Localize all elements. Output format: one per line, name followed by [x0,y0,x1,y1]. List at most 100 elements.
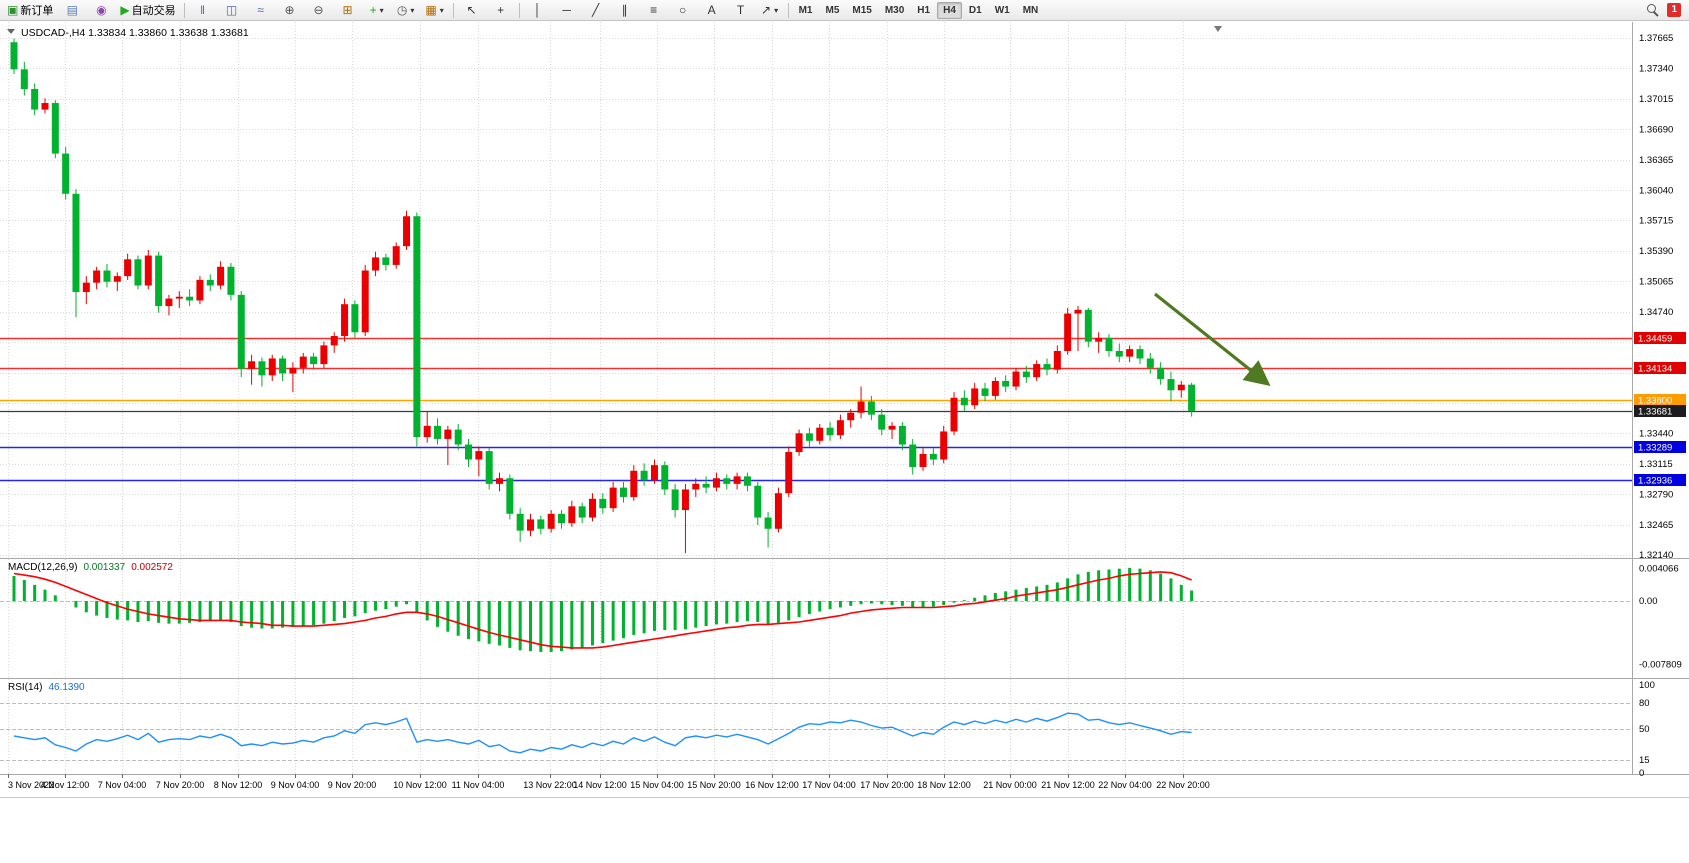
candle-body [816,427,824,441]
time-tick-label: 10 Nov 12:00 [393,780,447,790]
candle-body [454,429,462,445]
auto-trading-button[interactable]: ▶ 自动交易 [116,0,179,20]
templates-button[interactable]: ▦ ▾ [421,0,449,20]
time-tick-label: 18 Nov 12:00 [917,780,971,790]
svg-text:1.32936: 1.32936 [1638,476,1672,487]
timeframe-h4[interactable]: H4 [937,1,962,19]
candle-body [857,401,865,413]
candle-body [712,478,720,488]
timeframe-m5[interactable]: M5 [825,4,840,16]
candle-body [465,444,473,460]
timeframe-m15[interactable]: M15 [852,4,872,16]
timeframe-d1[interactable]: D1 [968,4,982,16]
candlestick-chart-button[interactable]: ◫ [218,0,246,20]
candle-body [1064,313,1072,351]
candle-body [733,476,741,484]
periods-button[interactable]: ◷ ▾ [392,0,420,20]
candle-body [444,429,452,439]
play-icon: ▶ [120,3,130,17]
candle-body [41,103,49,110]
fibonacci-button[interactable]: ≡ [640,0,668,20]
chart-window-button[interactable]: ▤ [58,0,86,20]
candle-body [268,358,276,376]
crosshair-button[interactable]: + [487,0,515,20]
time-tick-label: 14 Nov 12:00 [573,780,627,790]
candle-body [1188,384,1196,411]
candle-body [82,282,90,293]
timeframe-m30[interactable]: M30 [884,4,905,16]
vertical-line-button[interactable]: │ [524,0,552,20]
candle-body [1002,380,1010,387]
arrows-button[interactable]: ↗ ▾ [756,0,784,20]
symbol-ohlc-header: USDCAD-,H4 1.33834 1.33860 1.33638 1.336… [21,27,249,39]
candle-body [723,478,731,484]
tile-windows-icon: ⊞ [342,3,353,17]
candle-body [991,380,999,396]
time-tick-label: 9 Nov 04:00 [271,780,320,790]
candle-body [619,487,627,497]
candle-body [382,257,390,265]
candle-body [867,401,875,415]
zoom-in-button[interactable]: ⊕ [276,0,304,20]
candle-body [186,296,194,301]
price-tick-label: 1.35390 [1639,246,1673,257]
candle-body [124,259,132,277]
text-label-button[interactable]: T [727,0,755,20]
cursor-button[interactable]: ↖ [458,0,486,20]
search-icon[interactable] [1647,3,1660,17]
timeframe-m1[interactable]: M1 [798,4,813,16]
price-tick-label: 1.33440 [1639,429,1673,440]
macd-label: MACD(12,26,9) 0.001337 0.002572 [8,562,173,573]
candle-body [692,483,700,490]
timeframe-h1[interactable]: H1 [917,4,931,16]
bar-chart-button[interactable]: ǁ [189,0,217,20]
indicators-button[interactable]: + ▾ [363,0,391,20]
candle-body [785,452,793,494]
time-tick-label: 8 Nov 12:00 [214,780,263,790]
time-tick-label: 9 Nov 20:00 [328,780,377,790]
shapes-button[interactable]: ○ [669,0,697,20]
timeframe-w1[interactable]: W1 [994,4,1010,16]
candle-body [764,517,772,529]
toolbar-separator [183,2,185,18]
candle-body [434,425,442,439]
candle-body [971,388,979,406]
candle-body [506,478,514,514]
chart-shift-marker[interactable] [1214,26,1222,32]
tile-windows-button[interactable]: ⊞ [334,0,362,20]
candle-body [1095,337,1103,342]
zoom-out-button[interactable]: ⊖ [305,0,333,20]
macd-axis-label: 0.00 [1639,596,1658,607]
auto-trading-button-label: 自动交易 [131,5,176,17]
one-click-trading-toggle[interactable] [7,29,15,34]
candle-body [1105,337,1113,351]
timeframe-mn[interactable]: MN [1022,4,1039,16]
candle-body [743,476,751,486]
candle-body [847,412,855,421]
horizontal-line-button[interactable]: ─ [553,0,581,20]
channel-button[interactable]: ∥ [611,0,639,20]
trendline-button[interactable]: ╱ [582,0,610,20]
notification-badge[interactable]: 1 [1667,3,1681,17]
candle-body [423,425,431,438]
macd-axis-label: 0.004066 [1639,563,1679,574]
candle-body [1136,349,1144,359]
trend-annotation-arrow[interactable] [1154,292,1271,386]
text-button[interactable]: A [698,0,726,20]
time-tick-label: 17 Nov 20:00 [860,780,914,790]
time-tick-label: 13 Nov 22:00 [523,780,577,790]
candles [10,38,1196,554]
candle-body [774,493,782,529]
candle-body [248,361,256,369]
candle-body [702,483,710,488]
alert-icon: ◉ [96,3,107,17]
new-order-button[interactable]: ▣ 新订单 [3,0,57,20]
line-chart-button[interactable]: ≈ [247,0,275,20]
macd-pane [12,567,1194,652]
candle-body [20,69,28,89]
chevron-down-icon: ▾ [774,5,779,15]
price-tick-label: 1.35065 [1639,276,1673,287]
alerts-button[interactable]: ◉ [87,0,115,20]
price-tick-label: 1.37340 [1639,64,1673,75]
candle-body [165,298,173,307]
